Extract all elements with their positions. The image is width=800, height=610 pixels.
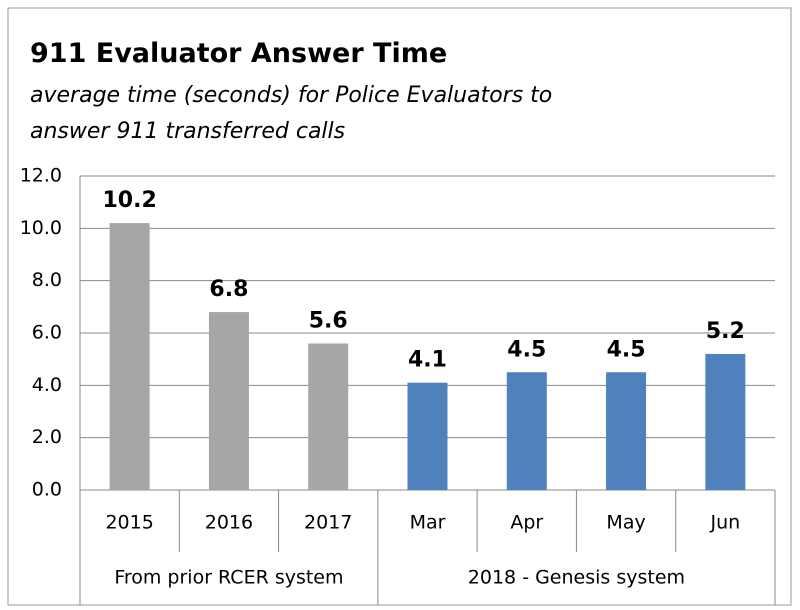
x-tick-label: May — [606, 512, 645, 534]
y-tick-label: 10.0 — [20, 217, 62, 239]
bar — [705, 353, 746, 490]
x-tick-label: Jun — [710, 512, 741, 534]
x-tick-label: 2015 — [105, 512, 153, 534]
y-tick-label: 8.0 — [32, 269, 62, 291]
bar — [109, 223, 150, 490]
value-label: 5.2 — [706, 319, 745, 344]
bar — [308, 343, 349, 490]
value-label: 6.8 — [209, 277, 248, 302]
bar — [208, 312, 249, 490]
value-label: 4.5 — [507, 337, 546, 362]
value-label: 10.2 — [103, 188, 157, 213]
bar — [407, 382, 448, 490]
group-label: From prior RCER system — [114, 567, 343, 589]
x-tick-label: 2016 — [205, 512, 253, 534]
y-tick-label: 12.0 — [20, 165, 62, 187]
chart-subtitle: average time (seconds) for Police Evalua… — [30, 83, 552, 108]
value-label: 4.5 — [607, 337, 646, 362]
bar — [606, 372, 647, 490]
chart-title: 911 Evaluator Answer Time — [30, 38, 447, 69]
bar — [506, 372, 547, 490]
y-tick-label: 6.0 — [32, 322, 62, 344]
y-tick-label: 4.0 — [32, 374, 62, 396]
y-tick-label: 2.0 — [32, 426, 62, 448]
value-label: 4.1 — [408, 348, 447, 373]
chart-subtitle: answer 911 transferred calls — [30, 119, 345, 144]
y-tick-label: 0.0 — [32, 479, 62, 501]
chart-border — [7, 7, 792, 606]
x-tick-label: Apr — [510, 512, 543, 534]
x-tick-label: 2017 — [304, 512, 352, 534]
value-label: 5.6 — [309, 308, 348, 333]
x-tick-label: Mar — [410, 512, 446, 534]
group-label: 2018 - Genesis system — [468, 567, 685, 589]
